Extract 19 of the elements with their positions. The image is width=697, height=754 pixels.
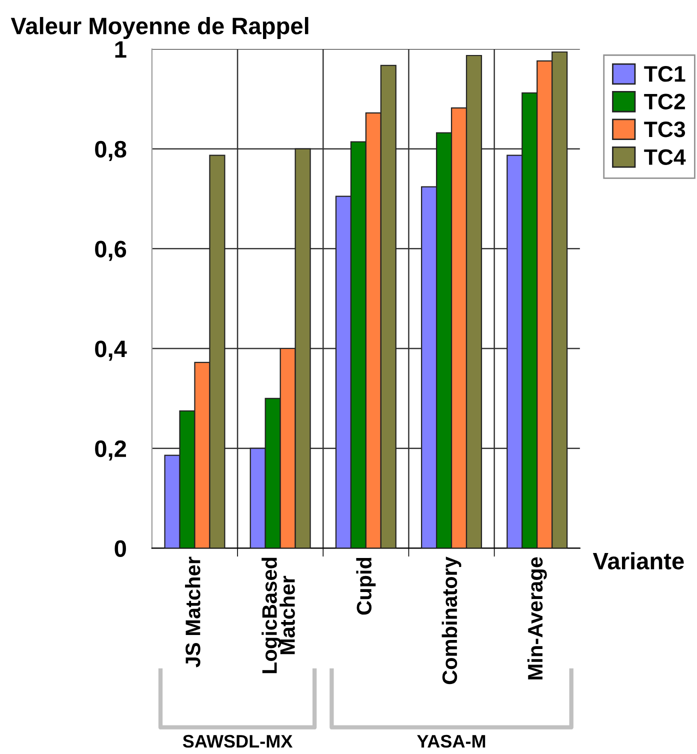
y-tick-label: 0,8 [95,140,126,162]
x-tick-label: Combinatory [442,556,462,684]
x-tick-label: LogicBased Matcher [262,558,295,674]
y-tick-label: 0,4 [95,340,127,361]
text: SAWSDL-MX [182,734,293,748]
y-tick-label: 0,6 [95,240,126,261]
y-tick-label: 1 [115,41,126,58]
legend-label: TC3 [644,122,686,138]
y-tick-label: 0 [114,540,126,557]
legend-label: TC2 [644,94,685,110]
x-tick-label: Min-Average [527,557,547,680]
x-tick-label: JS Matcher [185,556,200,668]
y-axis-title: Valeur Moyenne de Rappel [10,17,308,40]
legend-label: TC4 [644,149,686,165]
x-tick-label: Cupid [356,558,376,615]
legend-label: TC1 [644,66,686,82]
text: YASA-M [417,734,486,748]
y-tick-label: 0,2 [95,440,126,461]
x-axis-title: Variante [592,552,684,570]
